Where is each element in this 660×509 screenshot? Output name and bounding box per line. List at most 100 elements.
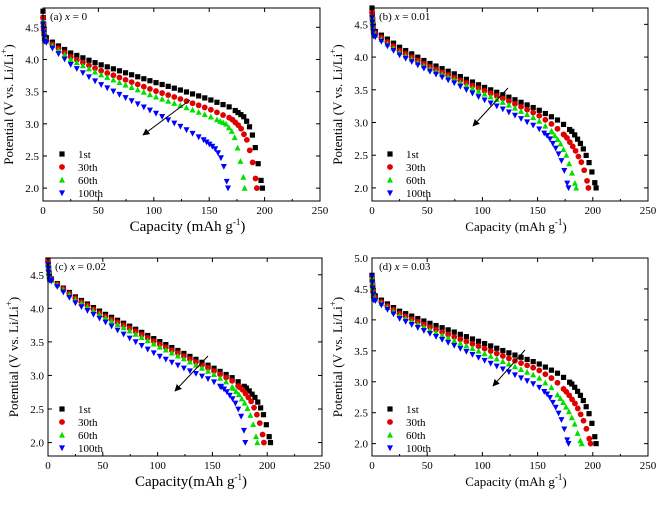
data-point xyxy=(530,114,537,121)
data-point xyxy=(426,68,433,75)
data-point xyxy=(174,352,181,359)
data-point xyxy=(110,76,117,83)
data-point xyxy=(518,103,524,110)
data-point xyxy=(235,406,242,413)
data-point xyxy=(439,66,445,72)
data-point xyxy=(116,68,123,74)
data-point xyxy=(555,410,562,417)
data-point xyxy=(433,71,440,78)
data-point xyxy=(144,346,151,353)
trend-arrow xyxy=(492,349,526,387)
x-tick-label: 250 xyxy=(314,460,331,472)
data-point xyxy=(574,388,581,394)
data-point xyxy=(481,350,488,357)
data-point xyxy=(134,101,141,108)
data-point xyxy=(564,437,571,444)
data-point xyxy=(223,120,230,127)
data-point xyxy=(469,351,476,358)
y-tick-label: 4.5 xyxy=(354,19,368,31)
legend-label: 60th xyxy=(78,430,98,442)
data-point xyxy=(574,430,581,436)
data-point xyxy=(195,134,202,141)
data-point xyxy=(421,318,427,324)
data-point xyxy=(568,414,575,421)
data-point xyxy=(439,74,446,81)
data-point xyxy=(238,413,245,420)
data-point xyxy=(560,146,567,153)
x-tick-label: 50 xyxy=(422,460,434,472)
data-point xyxy=(499,366,506,373)
data-point xyxy=(403,47,409,54)
data-point xyxy=(230,385,237,391)
y-tick-label: 4.5 xyxy=(30,270,44,282)
data-point xyxy=(92,78,99,85)
x-tick-label: 250 xyxy=(640,205,657,217)
series-100th xyxy=(40,21,232,192)
data-point xyxy=(67,62,74,68)
data-point xyxy=(243,385,249,391)
data-point xyxy=(581,167,588,174)
data-point xyxy=(220,112,226,118)
data-point xyxy=(171,94,178,100)
data-point xyxy=(577,411,584,418)
data-point xyxy=(156,343,163,350)
data-point xyxy=(258,405,264,411)
data-point xyxy=(122,95,129,101)
y-tick-label: 3.0 xyxy=(354,377,368,389)
trend-arrow xyxy=(142,99,191,136)
data-point xyxy=(110,72,117,79)
data-point xyxy=(530,359,536,365)
data-point xyxy=(569,143,576,150)
data-point xyxy=(263,422,269,428)
data-point xyxy=(174,362,181,369)
data-point xyxy=(205,367,212,374)
data-point xyxy=(574,405,581,412)
data-point xyxy=(232,107,238,114)
data-point xyxy=(384,43,391,50)
data-point xyxy=(475,94,482,100)
data-point xyxy=(506,94,512,100)
data-point xyxy=(86,57,92,63)
data-point xyxy=(566,139,573,146)
data-point xyxy=(390,47,397,54)
data-point xyxy=(192,370,199,377)
x-tick-label: 200 xyxy=(585,460,602,472)
data-point xyxy=(249,132,256,138)
data-point xyxy=(445,334,452,341)
data-point xyxy=(457,336,464,343)
data-point xyxy=(548,114,554,120)
data-point xyxy=(159,95,166,102)
data-point xyxy=(165,97,172,104)
data-point xyxy=(132,330,139,337)
data-point xyxy=(238,112,244,118)
legend-label: 30th xyxy=(78,162,98,174)
data-point xyxy=(217,371,223,378)
data-point xyxy=(208,97,214,103)
data-point xyxy=(214,99,220,105)
data-point xyxy=(572,400,578,407)
data-point xyxy=(205,376,212,383)
data-point xyxy=(195,102,202,109)
data-point xyxy=(242,439,249,446)
legend-marker xyxy=(59,419,65,425)
data-point xyxy=(73,59,80,66)
data-point xyxy=(518,116,525,122)
data-point xyxy=(487,100,494,107)
y-tick-label: 3.0 xyxy=(25,119,39,131)
data-point xyxy=(445,331,452,338)
data-point xyxy=(433,322,439,329)
data-point xyxy=(116,91,123,98)
data-point xyxy=(555,151,562,158)
data-point xyxy=(102,314,109,321)
data-point xyxy=(85,74,92,81)
data-point xyxy=(469,336,476,342)
y-tick-label: 3.5 xyxy=(30,337,44,349)
data-point xyxy=(206,141,213,148)
data-point xyxy=(195,108,202,115)
data-point xyxy=(518,366,525,372)
data-point xyxy=(153,80,159,86)
data-point xyxy=(536,117,543,124)
x-tick-label: 250 xyxy=(312,205,329,217)
data-point xyxy=(79,70,86,77)
